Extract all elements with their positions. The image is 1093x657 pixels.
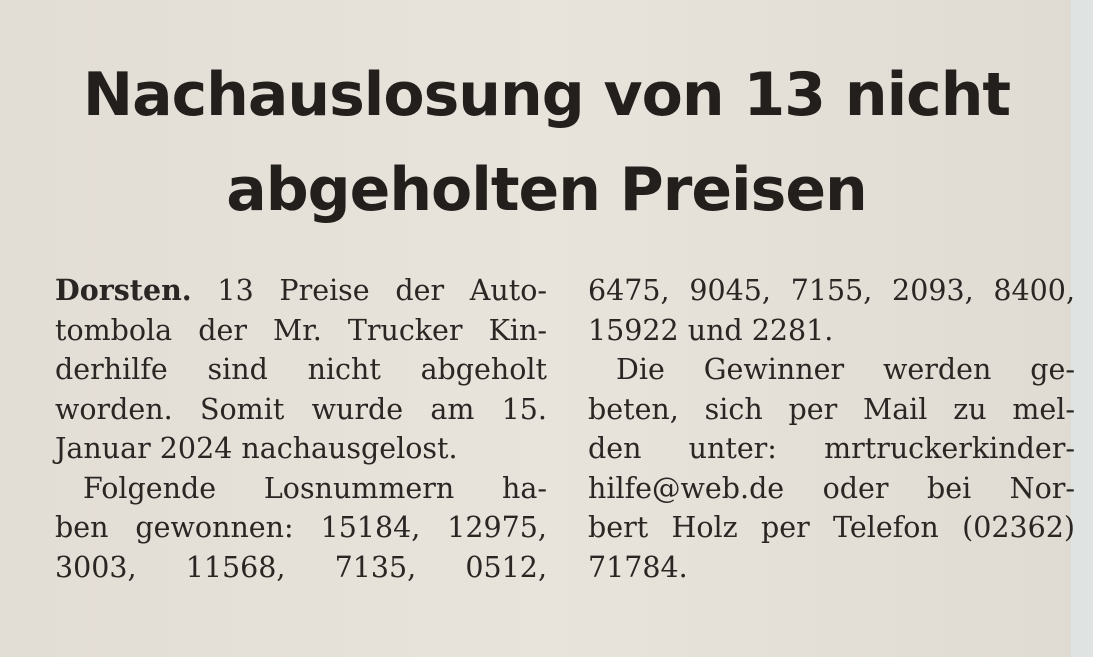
body-line: hilfe@web.de oder bei Nor-: [588, 471, 1075, 505]
body-line: tombola der Mr. Trucker Kin-: [55, 313, 547, 347]
headline-line-2: abgeholten Preisen: [226, 155, 868, 225]
body-line: Die Gewinner werden ge-: [616, 353, 1075, 386]
body-line: ben gewonnen: 15184, 12975,: [55, 511, 547, 544]
body-line: 6475, 9045, 7155, 2093, 8400,: [588, 274, 1075, 307]
body-line: beten, sich per Mail zu mel-: [588, 392, 1075, 426]
body-line: Dorsten. 13 Preise der Auto-: [55, 271, 547, 311]
body-text: 13 Preise der Auto-: [191, 274, 547, 307]
body-line: Folgende Losnummern ha-: [83, 471, 547, 505]
body-line: 15922 und 2281.: [588, 313, 834, 347]
body-line: worden. Somit wurde am 15.: [55, 392, 547, 426]
paper-edge: [1071, 0, 1093, 657]
body-line: bert Holz per Telefon (02362): [588, 511, 1075, 544]
dateline: Dorsten.: [55, 273, 192, 307]
headline-line-1: Nachauslosung von 13 nicht: [82, 60, 1011, 130]
body-line: derhilfe sind nicht abgeholt: [55, 353, 547, 386]
right-column: 6475, 9045, 7155, 2093, 8400, 15922 und …: [588, 271, 1075, 587]
left-column: Dorsten. 13 Preise der Auto- tombola der…: [55, 271, 547, 587]
body-line: Januar 2024 nachausgelost.: [55, 432, 458, 465]
body-line: 3003, 11568, 7135, 0512,: [55, 550, 547, 584]
body-line: 71784.: [588, 550, 688, 584]
body-line: den unter: mrtruckerkinder-: [588, 432, 1075, 465]
